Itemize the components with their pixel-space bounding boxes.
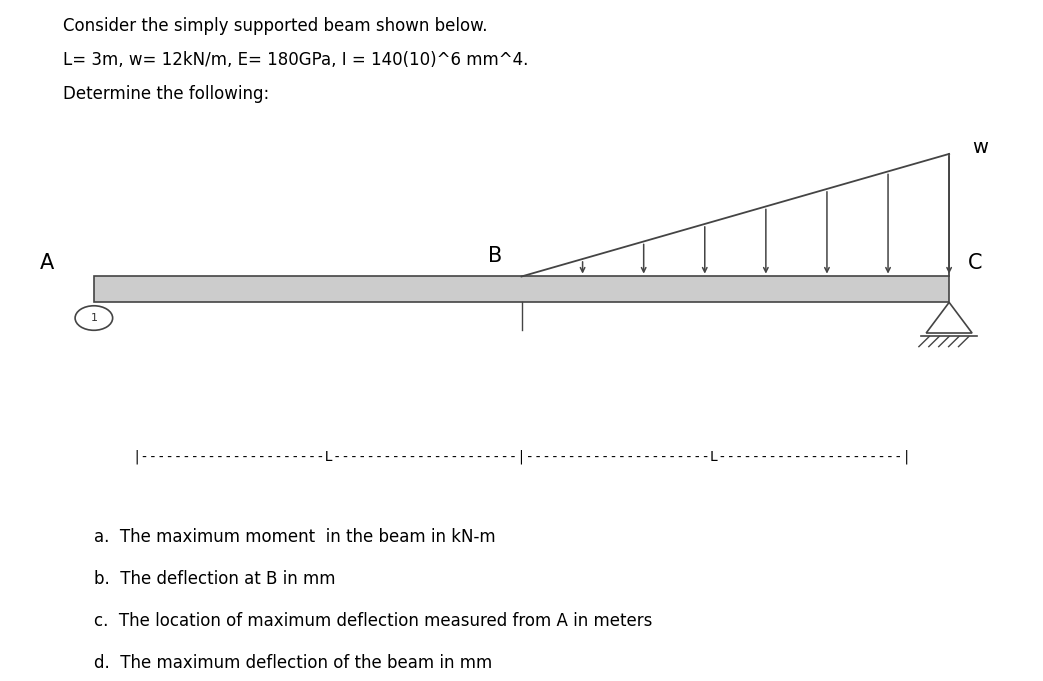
Text: d.  The maximum deflection of the beam in mm: d. The maximum deflection of the beam in… (94, 654, 492, 672)
Text: C: C (968, 253, 983, 273)
Text: Determine the following:: Determine the following: (63, 85, 269, 103)
Text: L= 3m, w= 12kN/m, E= 180GPa, I = 140(10)^6 mm^4.: L= 3m, w= 12kN/m, E= 180GPa, I = 140(10)… (63, 51, 528, 69)
Text: w: w (972, 138, 988, 157)
Text: c.  The location of maximum deflection measured from A in meters: c. The location of maximum deflection me… (94, 612, 652, 630)
Text: B: B (488, 247, 503, 266)
Circle shape (75, 306, 113, 330)
Text: 1: 1 (91, 313, 97, 323)
Polygon shape (926, 302, 972, 333)
Text: a.  The maximum moment  in the beam in kN-m: a. The maximum moment in the beam in kN-… (94, 528, 495, 545)
Text: Consider the simply supported beam shown below.: Consider the simply supported beam shown… (63, 17, 487, 35)
Text: |----------------------L----------------------|----------------------L----------: |----------------------L----------------… (132, 449, 911, 464)
Text: A: A (40, 253, 54, 273)
Text: b.  The deflection at B in mm: b. The deflection at B in mm (94, 570, 336, 588)
Polygon shape (94, 276, 949, 302)
